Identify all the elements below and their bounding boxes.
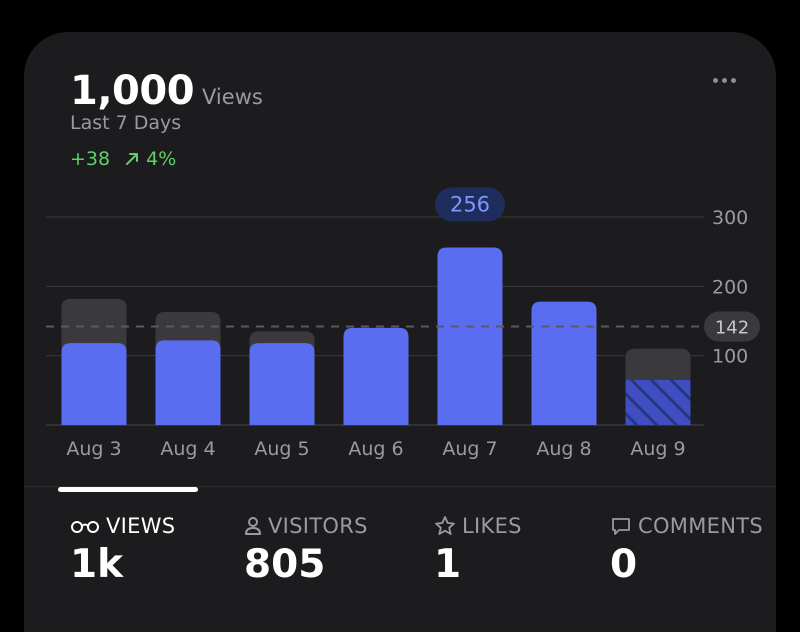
stat-label: COMMENTS [638, 514, 763, 538]
arrow-up-right-icon [126, 153, 139, 165]
y-tick-label: 300 [712, 207, 748, 229]
x-tick-label: Aug 8 [536, 438, 591, 460]
glasses-icon [71, 521, 99, 533]
views-bar [531, 301, 597, 425]
stat-tab-likes[interactable]: LIKES 1 [434, 514, 522, 587]
stats-divider [24, 486, 776, 487]
active-tab-indicator [58, 487, 198, 492]
person-icon [245, 517, 261, 535]
more-dot-icon [721, 77, 727, 83]
more-options-button[interactable] [704, 68, 744, 92]
x-tick-label: Aug 7 [442, 438, 497, 460]
views-bar [155, 340, 221, 425]
peak-value-pill [435, 187, 505, 222]
views-bar [61, 343, 127, 425]
average-label: 142 [715, 318, 749, 339]
comment-icon [612, 518, 630, 535]
average-pill [704, 311, 760, 342]
stat-value: 0 [610, 542, 638, 587]
change-absolute: +38 [70, 148, 111, 170]
total-views: 1,000 Views [70, 68, 263, 114]
partial-day-bar [625, 379, 691, 425]
x-tick-label: Aug 9 [630, 438, 685, 460]
more-dot-icon [730, 77, 736, 83]
stat-label: LIKES [462, 514, 522, 538]
stat-value: 805 [244, 542, 326, 587]
total-views-value: 1,000 [70, 68, 195, 114]
views-bar [343, 327, 409, 425]
change-summary: +38 4% [70, 148, 176, 170]
stat-value: 1k [70, 542, 124, 587]
stat-value: 1 [434, 542, 462, 587]
stat-tab-views[interactable]: VIEWS 1k [70, 514, 175, 587]
peak-value-label: 256 [450, 193, 490, 217]
star-icon [435, 516, 455, 535]
total-views-unit: Views [202, 85, 263, 109]
stat-tab-comments[interactable]: COMMENTS 0 [610, 514, 763, 587]
x-tick-label: Aug 6 [348, 438, 403, 460]
y-tick-label: 200 [712, 276, 748, 298]
stat-label: VIEWS [106, 514, 176, 538]
x-tick-label: Aug 5 [254, 438, 309, 460]
x-tick-label: Aug 4 [160, 438, 215, 460]
views-card: 1,000 Views Last 7 Days +38 4% 100 200 300… [24, 32, 776, 632]
y-tick-label: 100 [712, 346, 748, 368]
more-dot-icon [712, 77, 718, 83]
views-bar [437, 247, 503, 425]
period-label: Last 7 Days [70, 112, 182, 134]
views-bar-chart: 100 200 300 Aug 3 Aug 4 Aug 5 Aug 6 Aug 7 Aug 8 A… [46, 187, 760, 460]
change-percent: 4% [146, 148, 177, 170]
views-bar [249, 343, 315, 425]
x-tick-label: Aug 3 [66, 438, 121, 460]
stat-tab-visitors[interactable]: VISITORS 805 [244, 514, 368, 587]
stat-label: VISITORS [268, 514, 368, 538]
